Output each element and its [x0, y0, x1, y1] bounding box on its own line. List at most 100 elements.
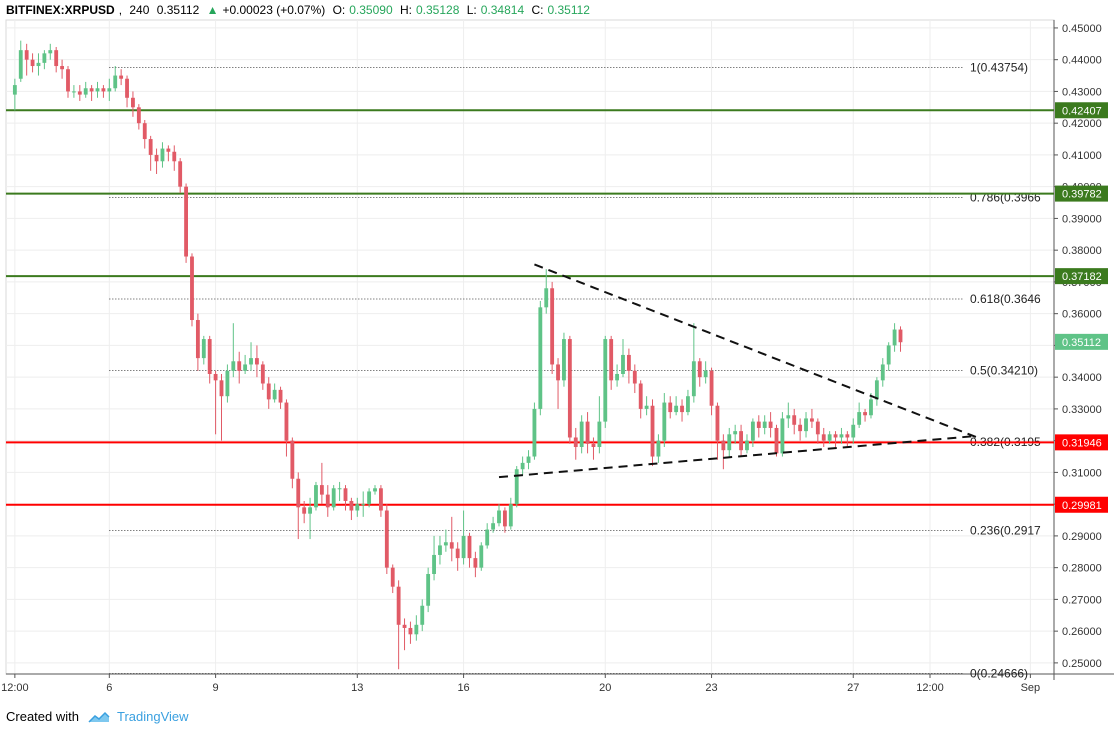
- candle-body[interactable]: [697, 361, 702, 378]
- candle-body[interactable]: [780, 418, 785, 454]
- candle-body[interactable]: [378, 488, 383, 511]
- candle-body[interactable]: [125, 78, 129, 98]
- candle-body[interactable]: [24, 50, 29, 60]
- candle-body[interactable]: [207, 339, 212, 374]
- candle-body[interactable]: [585, 421, 590, 444]
- candle-body[interactable]: [12, 85, 17, 95]
- candle-body[interactable]: [438, 545, 442, 555]
- candle-body[interactable]: [349, 500, 354, 511]
- candle-body[interactable]: [266, 383, 271, 400]
- candle-body[interactable]: [184, 186, 188, 257]
- candle-body[interactable]: [485, 529, 490, 546]
- candle-body[interactable]: [402, 624, 407, 628]
- candle-body[interactable]: [243, 364, 248, 371]
- candle-body[interactable]: [851, 424, 856, 438]
- candle-body[interactable]: [573, 437, 578, 448]
- candle-body[interactable]: [886, 345, 891, 365]
- candle-body[interactable]: [632, 370, 637, 384]
- candle-body[interactable]: [544, 288, 549, 308]
- candle-body[interactable]: [662, 402, 667, 441]
- candle-body[interactable]: [739, 431, 743, 451]
- candle-body[interactable]: [48, 50, 53, 54]
- candle-body[interactable]: [66, 69, 70, 92]
- candle-body[interactable]: [810, 418, 814, 422]
- candle-body[interactable]: [508, 504, 513, 527]
- candle-body[interactable]: [361, 504, 366, 506]
- candle-body[interactable]: [727, 434, 732, 451]
- candle-body[interactable]: [249, 358, 253, 365]
- candle-body[interactable]: [774, 427, 779, 454]
- candle-body[interactable]: [449, 542, 454, 549]
- candle-body[interactable]: [302, 507, 307, 514]
- candle-body[interactable]: [473, 558, 478, 568]
- candle-body[interactable]: [225, 370, 230, 397]
- candle-body[interactable]: [60, 66, 65, 70]
- candle-body[interactable]: [556, 364, 560, 381]
- candle-body[interactable]: [621, 354, 625, 374]
- candle-body[interactable]: [36, 62, 41, 67]
- candle-body[interactable]: [467, 535, 472, 559]
- symbol-label[interactable]: BITFINEX:XRPUSD: [6, 3, 115, 17]
- candle-body[interactable]: [768, 421, 773, 428]
- candle-body[interactable]: [278, 389, 283, 403]
- candle-body[interactable]: [532, 408, 537, 457]
- candle-body[interactable]: [426, 573, 431, 606]
- candle-body[interactable]: [750, 421, 755, 441]
- candle-body[interactable]: [615, 373, 620, 381]
- candle-body[interactable]: [538, 307, 543, 409]
- triangle-trendline[interactable]: [534, 263, 978, 439]
- candle-body[interactable]: [30, 59, 35, 67]
- candle-body[interactable]: [804, 418, 808, 432]
- candle-body[interactable]: [284, 402, 289, 441]
- candle-body[interactable]: [691, 361, 696, 397]
- candle-body[interactable]: [231, 361, 236, 371]
- candle-body[interactable]: [343, 488, 348, 501]
- candle-body[interactable]: [821, 434, 826, 441]
- candle-body[interactable]: [420, 605, 425, 625]
- candle-body[interactable]: [408, 627, 413, 635]
- candle-body[interactable]: [502, 510, 507, 527]
- candle-body[interactable]: [686, 396, 690, 413]
- candle-body[interactable]: [314, 485, 318, 508]
- candle-body[interactable]: [373, 488, 377, 492]
- candle-body[interactable]: [201, 339, 206, 359]
- candle-body[interactable]: [367, 491, 372, 505]
- candle-body[interactable]: [597, 421, 602, 448]
- candle-body[interactable]: [892, 329, 897, 346]
- candle-body[interactable]: [792, 415, 797, 425]
- candle-body[interactable]: [756, 421, 761, 428]
- candle-body[interactable]: [591, 443, 596, 448]
- tradingview-cloud-icon[interactable]: [87, 710, 111, 724]
- candle-body[interactable]: [148, 139, 153, 155]
- candle-body[interactable]: [839, 434, 844, 438]
- candle-body[interactable]: [54, 50, 59, 67]
- candle-body[interactable]: [680, 405, 684, 413]
- candle-body[interactable]: [609, 339, 614, 381]
- candle-body[interactable]: [260, 364, 265, 384]
- candle-body[interactable]: [579, 421, 584, 448]
- candle-body[interactable]: [479, 545, 484, 568]
- candle-body[interactable]: [95, 88, 100, 92]
- candle-body[interactable]: [166, 148, 171, 152]
- plot-area[interactable]: [5, 19, 1055, 675]
- candle-body[interactable]: [414, 624, 419, 635]
- candle-body[interactable]: [396, 586, 401, 625]
- candle-body[interactable]: [296, 478, 301, 508]
- candle-body[interactable]: [656, 440, 661, 457]
- candle-body[interactable]: [815, 421, 820, 435]
- candle-body[interactable]: [786, 415, 791, 419]
- candle-body[interactable]: [762, 421, 767, 428]
- candle-body[interactable]: [319, 485, 324, 495]
- candle-body[interactable]: [337, 488, 342, 490]
- candle-body[interactable]: [497, 510, 501, 524]
- interval-label[interactable]: 240: [129, 3, 150, 17]
- candle-body[interactable]: [674, 405, 679, 413]
- candle-body[interactable]: [703, 370, 708, 378]
- candle-body[interactable]: [142, 123, 147, 140]
- candle-body[interactable]: [89, 88, 94, 92]
- candle-body[interactable]: [668, 402, 673, 413]
- candle-body[interactable]: [874, 380, 879, 400]
- candle-body[interactable]: [715, 405, 720, 441]
- candle-body[interactable]: [491, 523, 496, 530]
